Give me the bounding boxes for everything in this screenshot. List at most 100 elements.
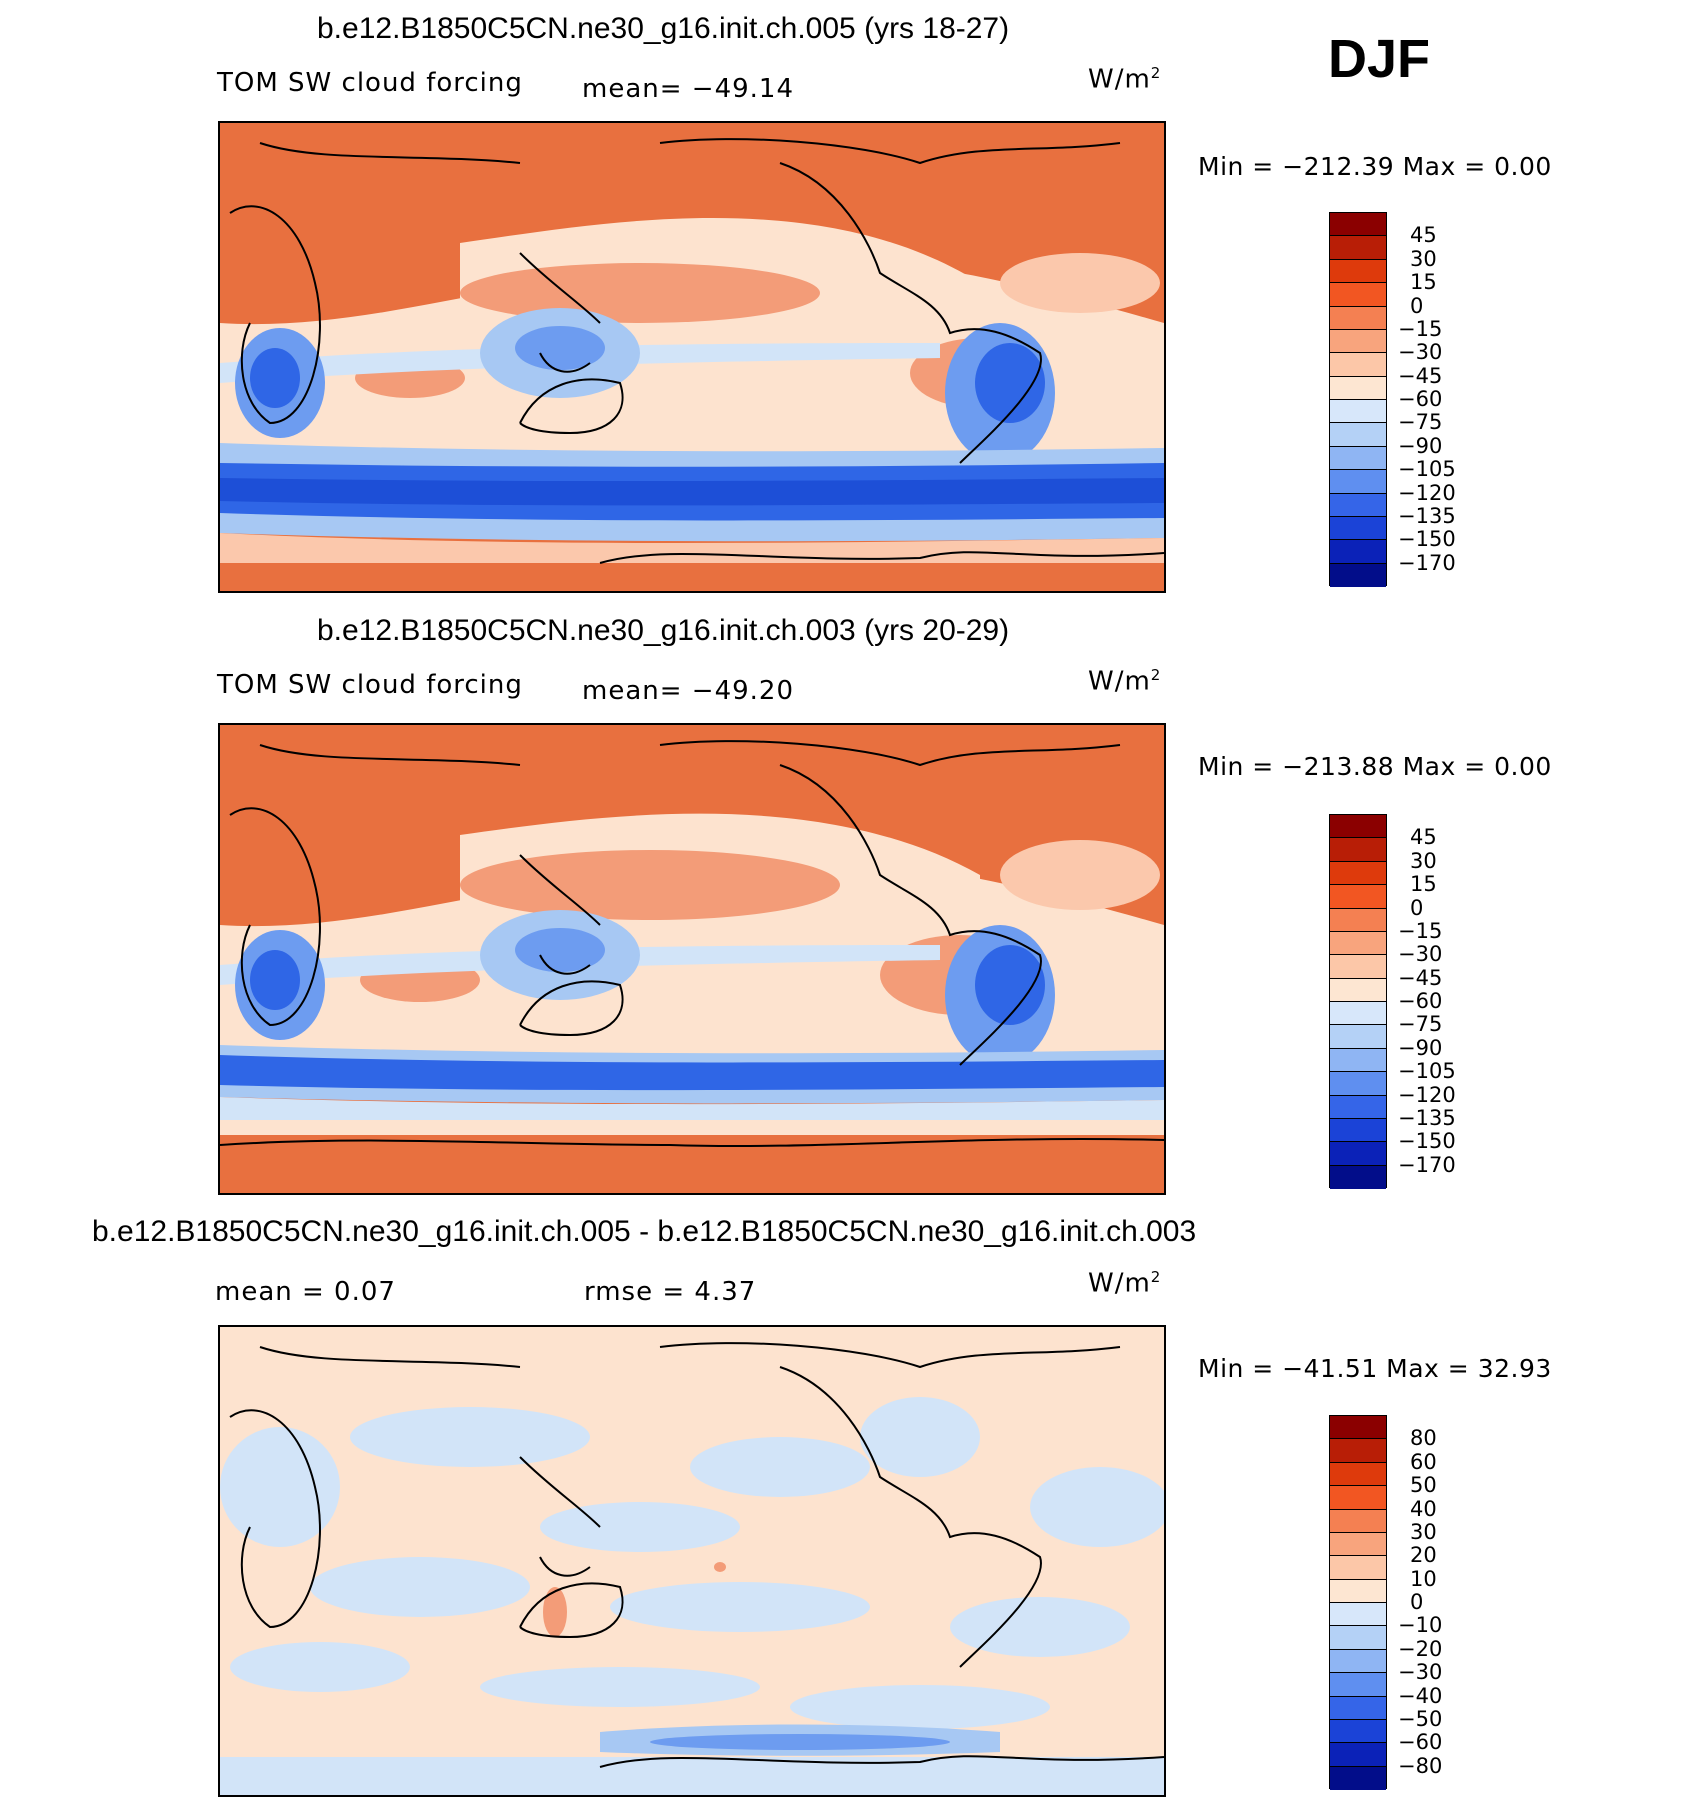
colorbar-tick-label: −120 <box>1398 480 1456 505</box>
colorbar-tick-label: −150 <box>1398 1129 1456 1154</box>
colorbar-tick-label: 0 <box>1410 895 1424 920</box>
colorbar-segment <box>1330 1165 1386 1189</box>
colorbar-tick-label: −80 <box>1398 1753 1443 1778</box>
colorbar-segment <box>1330 1766 1386 1790</box>
colorbar-segment <box>1330 376 1386 400</box>
colorbar-segment <box>1330 540 1386 564</box>
colorbar-segment <box>1330 1532 1386 1557</box>
colorbar-tick-label: −90 <box>1398 1035 1443 1060</box>
field-label: TOM SW cloud forcing <box>217 670 523 700</box>
colorbar-segment <box>1330 1696 1386 1720</box>
min-max-readout: Min = −213.88 Max = 0.00 <box>1198 752 1552 781</box>
colorbar-tick-label: 15 <box>1410 872 1437 897</box>
colorbar-segment <box>1330 1579 1386 1603</box>
colorbar-segment <box>1330 1416 1386 1440</box>
field-label: TOM SW cloud forcing <box>217 68 523 98</box>
colorbar-segment <box>1330 213 1386 237</box>
colorbar-segment <box>1330 955 1386 979</box>
colorbar-segment <box>1330 885 1386 909</box>
colorbar-tick-label: 10 <box>1410 1566 1437 1591</box>
colorbar-tick-label: 45 <box>1410 223 1437 248</box>
colorbar-tick-label: −150 <box>1398 527 1456 552</box>
colorbar-tick-label: −105 <box>1398 1059 1456 1084</box>
colorbar-segment <box>1330 516 1386 541</box>
colorbar-segment <box>1330 1486 1386 1510</box>
colorbar-segment <box>1330 1048 1386 1073</box>
colorbar-tick-label: −75 <box>1398 1012 1443 1037</box>
colorbar-segment <box>1330 931 1386 956</box>
colorbar-tick-label: −170 <box>1398 550 1456 575</box>
panel-title: b.e12.B1850C5CN.ne30_g16.init.ch.005 - b… <box>92 1215 1197 1248</box>
colorbar-segment <box>1330 838 1386 862</box>
colorbar-tick-label: 40 <box>1410 1496 1437 1521</box>
colorbar-tick-label: −135 <box>1398 503 1456 528</box>
season-label: DJF <box>1328 29 1431 89</box>
colorbar-tick-label: −15 <box>1398 316 1443 341</box>
colorbar <box>1329 1415 1387 1790</box>
colorbar-tick-label: −10 <box>1398 1613 1443 1638</box>
mean-value: mean= −49.20 <box>582 676 795 706</box>
colorbar-segment <box>1330 1462 1386 1487</box>
colorbar-segment <box>1330 470 1386 494</box>
colorbar-tick-label: −60 <box>1398 989 1443 1013</box>
colorbar-segment <box>1330 1649 1386 1674</box>
colorbar-tick-label: −45 <box>1398 965 1443 990</box>
colorbar-segment <box>1330 446 1386 471</box>
colorbar-tick-label: −15 <box>1398 918 1443 943</box>
colorbar-tick-label: 60 <box>1410 1449 1437 1474</box>
colorbar-tick-label: −170 <box>1398 1152 1456 1177</box>
colorbar-tick-label: −120 <box>1398 1082 1456 1107</box>
colorbar <box>1329 814 1387 1189</box>
colorbar-tick-label: −30 <box>1398 340 1443 365</box>
min-max-readout: Min = −41.51 Max = 32.93 <box>1198 1354 1552 1383</box>
colorbar-segment <box>1330 1025 1386 1049</box>
colorbar-segment <box>1330 1743 1386 1767</box>
min-max-readout: Min = −212.39 Max = 0.00 <box>1198 152 1552 181</box>
colorbar-segment <box>1330 400 1386 424</box>
colorbar-segment <box>1330 1439 1386 1463</box>
colorbar-tick-label: −90 <box>1398 433 1443 458</box>
colorbar-segment <box>1330 423 1386 447</box>
colorbar-tick-label: −45 <box>1398 363 1443 388</box>
colorbar-segment <box>1330 259 1386 284</box>
colorbar-segment <box>1330 815 1386 839</box>
colorbar-tick-label: 80 <box>1410 1426 1437 1451</box>
rmse-value: rmse = 4.37 <box>584 1277 757 1307</box>
colorbar-segment <box>1330 563 1386 587</box>
colorbar <box>1329 212 1387 587</box>
colorbar-tick-label: 50 <box>1410 1473 1437 1498</box>
colorbar-tick-label: −30 <box>1398 942 1443 967</box>
units-label: W/m2 <box>1088 666 1162 697</box>
colorbar-tick-label: −105 <box>1398 457 1456 482</box>
map-plot <box>218 1325 1166 1797</box>
colorbar-segment <box>1330 1002 1386 1026</box>
colorbar-segment <box>1330 353 1386 377</box>
colorbar-tick-label: −30 <box>1398 1660 1443 1685</box>
mean-value: mean= −49.14 <box>582 74 795 104</box>
colorbar-tick-label: −60 <box>1398 387 1443 411</box>
colorbar-segment <box>1330 1072 1386 1096</box>
colorbar-tick-label: 30 <box>1410 246 1437 271</box>
colorbar-tick-label: −40 <box>1398 1683 1443 1708</box>
colorbar-tick-label: 0 <box>1410 1590 1424 1614</box>
colorbar-tick-label: −60 <box>1398 1730 1443 1755</box>
colorbar-tick-label: 0 <box>1410 293 1424 318</box>
colorbar-tick-label: 30 <box>1410 1519 1437 1544</box>
colorbar-tick-label: −135 <box>1398 1105 1456 1130</box>
panel-title: b.e12.B1850C5CN.ne30_g16.init.ch.003 (yr… <box>317 614 1010 647</box>
colorbar-segment <box>1330 978 1386 1002</box>
colorbar-segment <box>1330 1673 1386 1697</box>
colorbar-tick-label: −75 <box>1398 410 1443 435</box>
colorbar-segment <box>1330 1719 1386 1744</box>
colorbar-tick-label: 20 <box>1410 1543 1437 1568</box>
colorbar-segment <box>1330 1095 1386 1119</box>
colorbar-tick-label: 15 <box>1410 270 1437 295</box>
colorbar-segment <box>1330 1118 1386 1143</box>
colorbar-segment <box>1330 1509 1386 1533</box>
colorbar-tick-label: −50 <box>1398 1706 1443 1731</box>
colorbar-tick-label: 45 <box>1410 825 1437 850</box>
map-plot <box>218 121 1166 593</box>
colorbar-segment <box>1330 236 1386 260</box>
units-label: W/m2 <box>1088 1268 1162 1299</box>
units-label: W/m2 <box>1088 64 1162 95</box>
